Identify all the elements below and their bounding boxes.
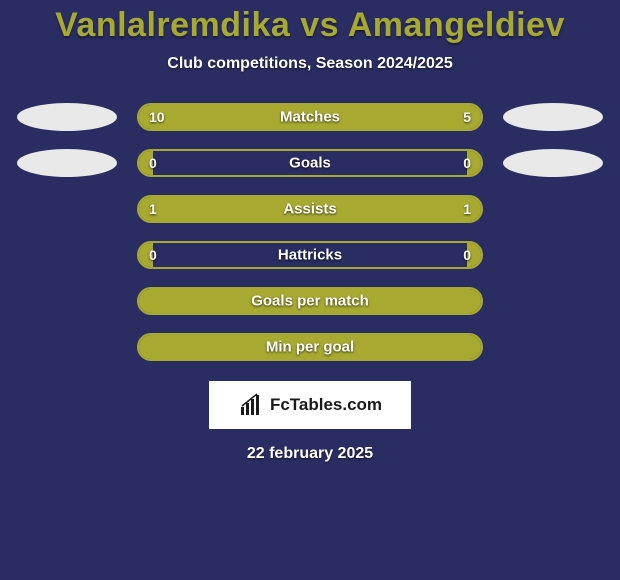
right-marker xyxy=(503,241,603,269)
stat-label: Assists xyxy=(283,201,336,218)
right-marker xyxy=(503,195,603,223)
stat-bar: Goals per match xyxy=(137,287,483,315)
stat-row: Hattricks 0 0 xyxy=(0,241,620,269)
stat-value-right: 5 xyxy=(463,109,471,125)
page-title: Vanlalremdika vs Amangeldiev xyxy=(55,6,565,45)
stat-label: Matches xyxy=(280,109,340,126)
left-marker xyxy=(17,241,117,269)
right-marker xyxy=(503,287,603,315)
stats-list: Matches105Goals00Assists11Hattricks00Goa… xyxy=(0,103,620,361)
brand-badge: FcTables.com xyxy=(209,381,411,429)
date-label: 22 february 2025 xyxy=(247,445,373,463)
stat-row: Matches 10 5 xyxy=(0,103,620,131)
stat-bar: Hattricks 0 0 xyxy=(137,241,483,269)
stat-bar: Min per goal xyxy=(137,333,483,361)
stat-value-right: 1 xyxy=(463,201,471,217)
left-marker xyxy=(17,333,117,361)
stat-value-right: 0 xyxy=(463,155,471,171)
stat-label: Min per goal xyxy=(266,339,354,356)
left-marker xyxy=(17,149,117,177)
stat-label: Hattricks xyxy=(278,247,342,264)
stat-row: Goals per match xyxy=(0,287,620,315)
right-marker xyxy=(503,149,603,177)
stat-value-right: 0 xyxy=(463,247,471,263)
stat-value-left: 0 xyxy=(149,247,157,263)
stat-label: Goals per match xyxy=(251,293,369,310)
stat-row: Goals 0 0 xyxy=(0,149,620,177)
right-marker xyxy=(503,103,603,131)
comparison-infographic: Vanlalremdika vs Amangeldiev Club compet… xyxy=(0,0,620,580)
stat-row: Min per goal xyxy=(0,333,620,361)
stat-row: Assists 1 1 xyxy=(0,195,620,223)
stat-bar: Matches 10 5 xyxy=(137,103,483,131)
stat-value-left: 1 xyxy=(149,201,157,217)
left-marker xyxy=(17,195,117,223)
stat-value-left: 10 xyxy=(149,109,165,125)
stat-value-left: 0 xyxy=(149,155,157,171)
brand-text: FcTables.com xyxy=(270,395,382,415)
stat-bar: Goals 0 0 xyxy=(137,149,483,177)
chart-icon xyxy=(238,392,264,418)
right-marker xyxy=(503,333,603,361)
page-subtitle: Club competitions, Season 2024/2025 xyxy=(167,55,452,73)
stat-label: Goals xyxy=(289,155,331,172)
stat-bar: Assists 1 1 xyxy=(137,195,483,223)
left-marker xyxy=(17,287,117,315)
left-marker xyxy=(17,103,117,131)
